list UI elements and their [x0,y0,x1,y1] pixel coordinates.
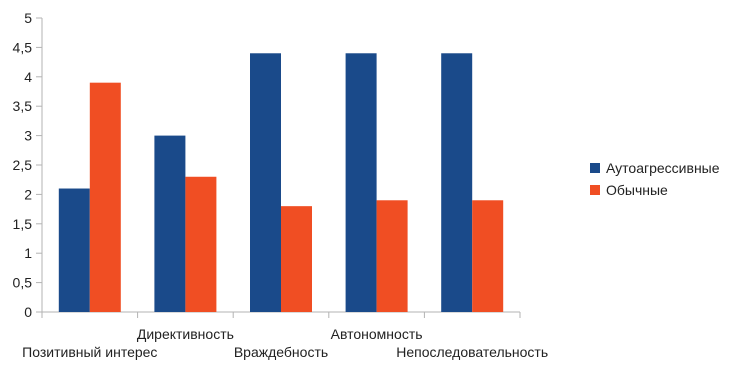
bar [472,200,504,312]
legend-label: Обычные [606,182,668,198]
y-tick-label: 0,5 [13,275,33,291]
bar [58,188,90,312]
legend: Аутоагрессивные Обычные [590,160,720,198]
y-tick-label: 1,5 [13,216,33,232]
x-category-label: Враждебность [234,344,328,360]
bar [281,206,312,312]
bar [250,53,281,312]
y-tick-label: 3,5 [13,98,33,114]
x-category-label: Автономность [331,326,423,342]
y-tick-label: 2,5 [13,157,33,173]
y-tick-label: 1 [24,245,32,261]
bar [441,53,473,312]
y-tick-label: 4 [24,69,32,85]
y-tick-label: 3 [24,128,32,144]
y-tick-label: 5 [24,10,32,26]
bar [89,82,121,313]
y-tick-label: 4,5 [13,39,33,55]
legend-label: Аутоагрессивные [606,160,720,176]
bar [154,135,186,312]
x-category-label: Позитивный интерес [22,344,157,360]
bar [345,53,377,312]
legend-swatch [590,163,600,173]
bar [185,176,217,312]
labels: 0 0,5 1 1,5 2 2,5 3 3,5 4 4,5 5 Позитивный интерес Д… [13,10,549,360]
y-tick-label: 0 [24,304,32,320]
x-category-label: Директивность [137,326,234,342]
bars [58,53,504,313]
legend-swatch [590,185,600,195]
bar [376,200,408,312]
x-category-label: Непоследовательность [396,344,548,360]
y-tick-label: 2 [24,186,32,202]
